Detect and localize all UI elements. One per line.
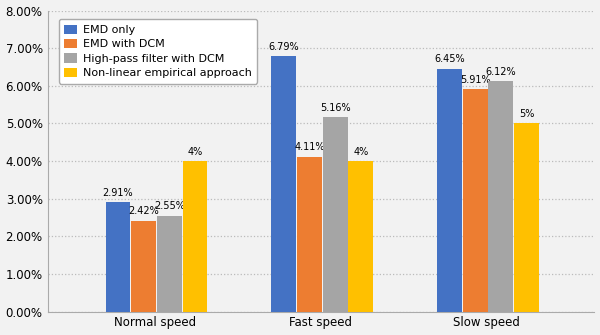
Bar (131, 220, 156, 312)
Text: 6.79%: 6.79% (268, 42, 299, 52)
Bar (106, 202, 130, 312)
Legend: EMD only, EMD with DCM, High-pass filter with DCM, Non-linear empirical approach: EMD only, EMD with DCM, High-pass filter… (59, 19, 257, 84)
Text: 5.16%: 5.16% (320, 103, 350, 113)
Bar (488, 81, 513, 312)
Bar (463, 89, 488, 312)
Bar (437, 69, 462, 312)
Bar (182, 161, 208, 312)
Bar (323, 118, 347, 312)
Text: 6.12%: 6.12% (485, 67, 516, 77)
Text: 4.11%: 4.11% (294, 142, 325, 152)
Bar (297, 157, 322, 312)
Bar (271, 56, 296, 312)
Text: 6.45%: 6.45% (434, 54, 465, 64)
Text: 4%: 4% (187, 146, 203, 156)
Text: 2.42%: 2.42% (128, 206, 159, 216)
Bar (514, 123, 539, 312)
Bar (157, 216, 182, 312)
Text: 2.55%: 2.55% (154, 201, 185, 211)
Text: 5.91%: 5.91% (460, 75, 490, 85)
Text: 4%: 4% (353, 146, 368, 156)
Text: 2.91%: 2.91% (103, 188, 133, 198)
Bar (349, 161, 373, 312)
Text: 5%: 5% (519, 109, 534, 119)
